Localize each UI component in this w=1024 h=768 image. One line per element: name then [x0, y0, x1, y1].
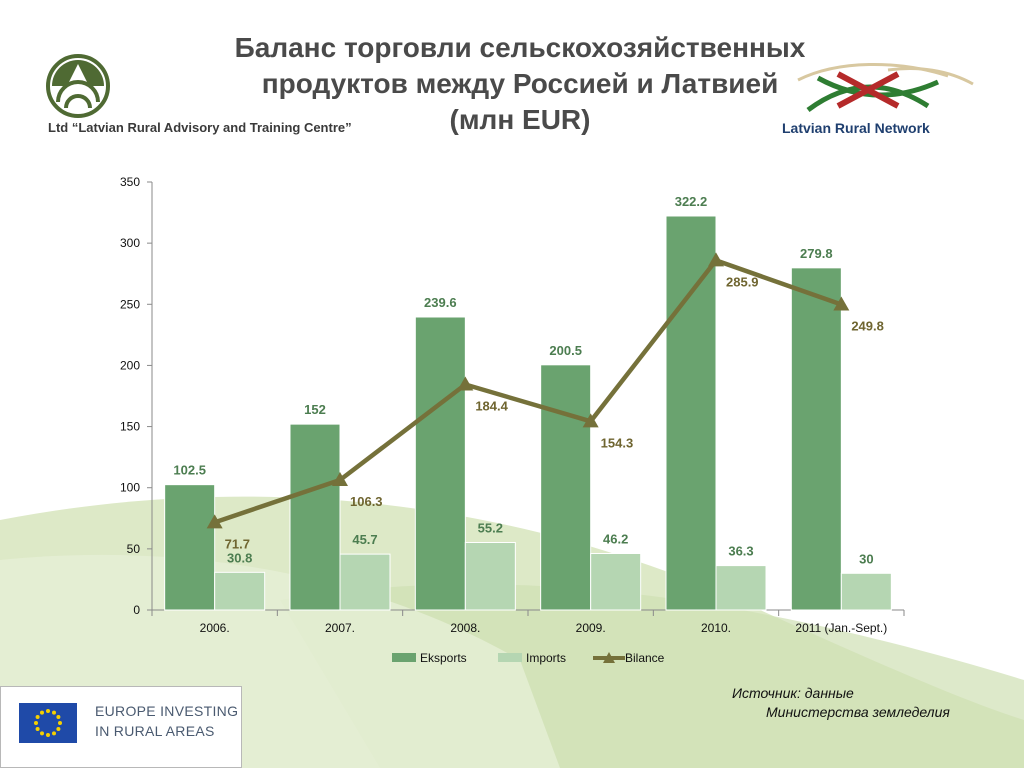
bilance-marker	[457, 376, 474, 391]
chart-bars	[164, 215, 892, 611]
title-line-3: (млн EUR)	[449, 104, 591, 135]
page-title: Баланс торговли сельскохозяйственных про…	[160, 30, 880, 138]
imports-bar	[464, 541, 516, 611]
eksports-bar	[665, 215, 717, 611]
y-tick-label: 350	[120, 175, 140, 189]
eu-text-line-1: EUROPE INVESTING	[95, 703, 239, 719]
legend-swatch	[498, 653, 522, 662]
eksports-data-label: 102.5	[173, 463, 206, 478]
eksports-bar	[540, 364, 592, 611]
imports-bar	[339, 553, 391, 611]
eksports-bar	[414, 316, 466, 611]
eu-logo-box: EUROPE INVESTING IN RURAL AREAS	[0, 686, 242, 768]
eksports-bar	[790, 267, 842, 611]
legend-label: Eksports	[420, 651, 467, 665]
x-tick-label: 2008.	[450, 621, 480, 635]
eksports-data-label: 152	[304, 402, 326, 417]
bilance-data-label: 249.8	[851, 319, 884, 334]
legend-label: Bilance	[625, 651, 665, 665]
chart-labels: 102.5 30.8 152 45.7 239.6 55.2 200.5 46.2 322.2 3…	[173, 194, 883, 566]
eu-text: EUROPE INVESTING IN RURAL AREAS	[95, 701, 238, 741]
left-logo-text: Ltd “Latvian Rural Advisory and Training…	[48, 120, 352, 135]
imports-bar	[840, 572, 892, 611]
title-line-2: продуктов между Россией и Латвией	[261, 68, 779, 99]
chart-legend: Eksports Imports Bilance	[392, 651, 665, 665]
imports-data-label: 30.8	[227, 550, 252, 565]
x-tick-label: 2011 (Jan.-Sept.)	[795, 621, 887, 635]
bilance-data-label: 285.9	[726, 274, 759, 289]
source-note: Источник: данные Министерства земледелия	[732, 684, 950, 722]
chart-line	[206, 252, 850, 529]
eksports-bar	[289, 423, 341, 611]
imports-bar	[715, 565, 767, 611]
rural-network-logo-icon	[797, 62, 974, 113]
bilance-marker	[582, 413, 599, 428]
eu-flag-icon	[19, 703, 77, 743]
imports-bar	[214, 571, 266, 611]
imports-bar	[590, 553, 642, 611]
y-tick-label: 100	[120, 481, 140, 495]
y-tick-label: 50	[127, 542, 141, 556]
y-tick-label: 200	[120, 358, 140, 372]
source-line-2: Министерства земледелия	[766, 704, 950, 720]
eksports-data-label: 200.5	[549, 343, 582, 358]
imports-data-label: 46.2	[603, 532, 628, 547]
bilance-marker	[833, 296, 850, 311]
eksports-data-label: 239.6	[424, 295, 457, 310]
left-logo: Ltd “Latvian Rural Advisory and Training…	[44, 52, 404, 142]
x-tick-label: 2006.	[200, 621, 230, 635]
y-tick-label: 150	[120, 420, 140, 434]
right-logo-text: Latvian Rural Network	[782, 120, 930, 136]
bilance-marker	[206, 514, 223, 529]
y-tick-label: 250	[120, 297, 140, 311]
chart-axes: 0 50 100 150 200 250 300 350 2006. 2007. 2008. 2009…	[120, 175, 905, 635]
bilance-data-label: 71.7	[225, 536, 250, 551]
imports-data-label: 55.2	[478, 520, 503, 535]
eksports-bar	[164, 484, 216, 611]
legend-swatch	[392, 653, 416, 662]
imports-data-label: 36.3	[728, 544, 753, 559]
advisory-centre-logo-icon	[46, 54, 110, 118]
imports-data-label: 30	[859, 551, 873, 566]
imports-data-label: 45.7	[352, 532, 377, 547]
x-tick-label: 2010.	[701, 621, 731, 635]
eu-text-line-2: IN RURAL AREAS	[95, 723, 215, 739]
bilance-data-label: 106.3	[350, 494, 383, 509]
y-tick-label: 0	[133, 603, 140, 617]
bilance-marker	[708, 252, 724, 267]
legend-marker	[603, 652, 615, 663]
title-line-1: Баланс торговли сельскохозяйственных	[234, 32, 806, 63]
x-tick-label: 2007.	[325, 621, 355, 635]
eksports-data-label: 279.8	[800, 246, 833, 261]
y-tick-label: 300	[120, 236, 140, 250]
bilance-data-label: 184.4	[475, 399, 508, 414]
bilance-line	[213, 258, 843, 525]
right-logo: Latvian Rural Network	[778, 60, 988, 140]
legend-label: Imports	[526, 651, 566, 665]
bilance-marker	[332, 472, 348, 487]
source-line-1: Источник: данные	[732, 685, 854, 701]
x-tick-label: 2009.	[576, 621, 606, 635]
eksports-data-label: 322.2	[675, 194, 708, 209]
bilance-data-label: 154.3	[601, 435, 634, 450]
